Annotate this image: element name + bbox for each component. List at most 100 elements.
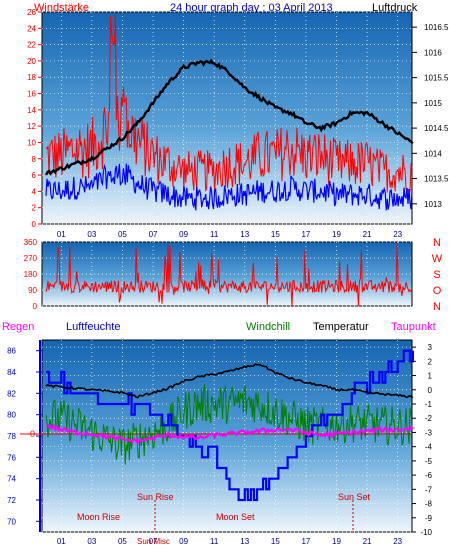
wind-tick-label: 6 xyxy=(32,171,37,180)
humidity-tick-label: 80 xyxy=(7,411,16,420)
direction-tick-label: 360 xyxy=(24,238,38,247)
temperature-axis-ticks: 3 2 1 0 -1 -2 -3 -4 -5 -6 -7 -8 -9 -10 xyxy=(412,343,433,537)
humidity-series xyxy=(46,349,414,502)
temperature-tick-label: 0 xyxy=(428,386,433,395)
wind-tick-label: 4 xyxy=(32,187,37,196)
wind-tick-label: 10 xyxy=(27,138,36,147)
compass-label: W xyxy=(432,253,443,265)
legend-windchill: Windchill xyxy=(246,321,290,333)
wind-direction-series xyxy=(45,242,413,306)
pressure-axis-ticks: 1013 1013.5 1014 1014.5 1015 1015.5 1016 1016.5 xyxy=(412,23,449,209)
wind-tick-label: 26 xyxy=(27,8,36,17)
pressure-tick-label: 1014.5 xyxy=(424,124,449,133)
dewpoint-series xyxy=(45,423,414,446)
temperature-tick-label: -6 xyxy=(425,471,433,480)
time-tick-label: 13 xyxy=(240,537,249,546)
sun-rise-label: Sun Rise xyxy=(137,492,174,502)
pressure-tick-label: 1016.5 xyxy=(424,23,449,32)
wind-tick-label: 12 xyxy=(27,122,36,131)
temperature-tick-label: -7 xyxy=(425,485,433,494)
humidity-tick-label: 86 xyxy=(7,347,16,356)
time-tick-label: 21 xyxy=(363,230,372,239)
humidity-tick-label: 72 xyxy=(7,496,16,505)
humidity-tick-label: 70 xyxy=(7,517,16,526)
pressure-tick-label: 1015 xyxy=(424,99,442,108)
humidity-tick-label: 76 xyxy=(7,453,16,462)
wind-average-series xyxy=(45,163,413,211)
compass-label: N xyxy=(433,301,441,313)
time-tick-label: 01 xyxy=(57,537,66,546)
compass-label: O xyxy=(433,285,442,297)
temperature-tick-label: -3 xyxy=(425,428,433,437)
wind-tick-label: 14 xyxy=(27,106,36,115)
time-tick-label: 07 xyxy=(149,230,158,239)
direction-tick-label: 90 xyxy=(28,286,37,295)
moon-rise-label: Moon Rise xyxy=(77,512,120,522)
time-tick-label: 07 xyxy=(149,537,158,546)
graph-title: 24 hour graph day : 03 April 2013 xyxy=(170,2,333,14)
wind-tick-label: 16 xyxy=(27,90,36,99)
windchill-series xyxy=(45,384,413,465)
legend-rain: Regen xyxy=(2,321,34,333)
wind-tick-label: 20 xyxy=(27,57,36,66)
temperature-tick-label: 2 xyxy=(428,357,433,366)
temperature-series xyxy=(45,363,414,399)
wind-tick-label: 18 xyxy=(27,73,36,82)
direction-tick-label: 180 xyxy=(24,270,38,279)
temperature-tick-label: -10 xyxy=(420,528,432,537)
time-tick-label: 05 xyxy=(118,537,127,546)
time-tick-label: 05 xyxy=(118,230,127,239)
time-tick-label: 19 xyxy=(332,537,341,546)
time-tick-label: 19 xyxy=(332,230,341,239)
direction-axis-ticks: 0 90 180 270 360 xyxy=(24,238,38,311)
temperature-tick-label: -8 xyxy=(425,500,433,509)
pressure-axis-title: Luftdruck xyxy=(372,2,418,14)
time-tick-label: 11 xyxy=(210,537,219,546)
humidity-tick-label: 82 xyxy=(7,389,16,398)
legend-dewpoint: Taupunkt xyxy=(391,321,436,333)
humidity-axis-ticks: 70 72 74 76 78 80 82 84 86 xyxy=(7,340,42,532)
moon-set-label: Moon Set xyxy=(216,512,255,522)
time-tick-label: 17 xyxy=(301,230,310,239)
time-tick-label: 23 xyxy=(393,537,402,546)
time-tick-label: 17 xyxy=(301,537,310,546)
wind-tick-label: 2 xyxy=(32,204,37,213)
direction-tick-label: 0 xyxy=(33,302,38,311)
time-axis-ticks-bottom: 01 03 05 07 09 11 13 15 17 19 21 23 xyxy=(57,537,403,546)
wind-tick-label: 22 xyxy=(27,41,36,50)
time-tick-label: 03 xyxy=(87,230,96,239)
wind-tick-label: 24 xyxy=(27,24,36,33)
time-tick-label: 09 xyxy=(179,230,188,239)
temperature-tick-label: -4 xyxy=(425,443,433,452)
wind-tick-label: 8 xyxy=(32,155,37,164)
pressure-tick-label: 1014 xyxy=(424,149,442,158)
time-tick-label: 09 xyxy=(179,537,188,546)
wind-direction-grid xyxy=(42,241,429,307)
compass-label: N xyxy=(433,237,441,249)
legend-temperature: Temperatur xyxy=(313,321,369,333)
humidity-tick-label: 84 xyxy=(7,368,16,377)
pressure-series xyxy=(44,58,414,176)
time-tick-label: 01 xyxy=(57,230,66,239)
time-tick-label: 13 xyxy=(240,230,249,239)
sun-misc-label: Sun Misc xyxy=(137,537,170,546)
compass-label: S xyxy=(433,269,440,281)
direction-tick-label: 270 xyxy=(24,254,38,263)
time-tick-label: 23 xyxy=(393,230,402,239)
humidity-temperature-marks xyxy=(42,349,414,502)
wind-pressure-marks xyxy=(44,13,414,211)
wind-tick-label: 0 xyxy=(32,220,37,229)
temperature-tick-label: -1 xyxy=(425,400,433,409)
time-tick-label: 15 xyxy=(271,537,280,546)
pressure-tick-label: 1013.5 xyxy=(424,175,449,184)
time-tick-label: 11 xyxy=(210,230,219,239)
humidity-tick-label: 74 xyxy=(7,475,16,484)
humidity-tick-label: 78 xyxy=(7,432,16,441)
time-tick-label: 21 xyxy=(363,537,372,546)
temperature-tick-label: -5 xyxy=(425,457,433,466)
pressure-tick-label: 1016 xyxy=(424,48,442,57)
legend-humidity: Luftfeuchte xyxy=(66,321,120,333)
temperature-tick-label: 1 xyxy=(428,372,433,381)
